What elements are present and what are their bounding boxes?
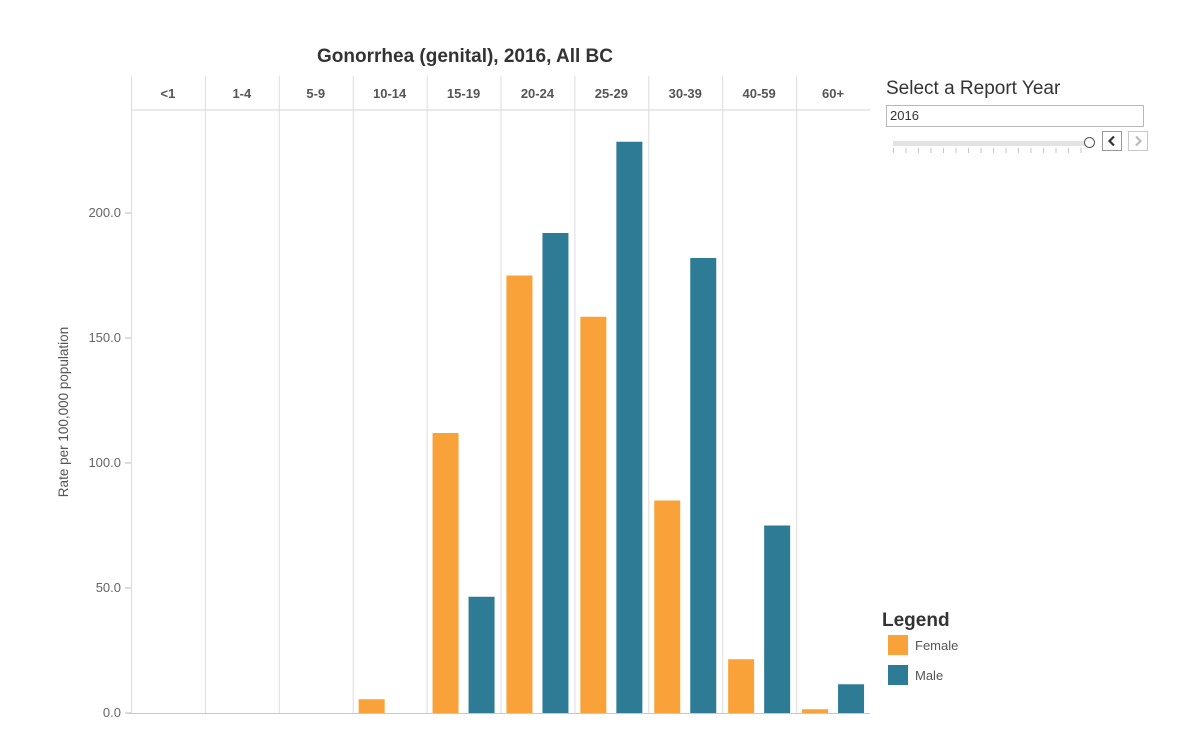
legend-title: Legend — [882, 610, 950, 631]
y-tick-label: 100.0 — [88, 455, 121, 470]
filter-title: Select a Report Year — [886, 78, 1061, 99]
bar-male[interactable] — [690, 258, 717, 713]
y-tick-label: 150.0 — [88, 330, 121, 345]
bar-male[interactable] — [764, 525, 791, 714]
bar-female[interactable] — [728, 659, 755, 713]
bar-female[interactable] — [654, 500, 681, 714]
slider-thumb[interactable] — [1084, 137, 1095, 148]
report-year-filter: Select a Report Year 2016 — [886, 76, 1154, 157]
legend-label-male: Male — [915, 668, 944, 683]
legend-item-male[interactable]: Male — [882, 662, 950, 692]
year-slider-row — [886, 131, 1154, 157]
bar-female[interactable] — [506, 275, 533, 714]
plot-frame — [129, 76, 870, 714]
legend-swatch-female — [888, 635, 908, 655]
y-axis: 0.0 50.0 100.0 150.0 200.0 — [88, 205, 131, 720]
bars — [358, 141, 865, 714]
bar-female[interactable] — [358, 699, 385, 713]
column-header: 15-19 — [447, 86, 480, 101]
column-header: 60+ — [822, 86, 844, 101]
chart-title: Gonorrhea (genital), 2016, All BC — [317, 46, 613, 67]
year-slider[interactable] — [893, 141, 1093, 146]
column-header: 1-4 — [232, 86, 252, 101]
slider-ticks — [893, 148, 1093, 153]
chevron-right-icon — [1135, 135, 1143, 147]
bar-male[interactable] — [838, 684, 865, 713]
bar-female[interactable] — [432, 433, 459, 713]
y-tick-label: 200.0 — [88, 205, 121, 220]
previous-year-button[interactable] — [1102, 131, 1122, 151]
year-input[interactable]: 2016 — [886, 105, 1144, 127]
y-axis-title: Rate per 100,000 population — [56, 327, 71, 497]
column-header: 25-29 — [595, 86, 628, 101]
legend-swatch-male — [888, 665, 908, 685]
legend-label-female: Female — [915, 638, 959, 653]
column-headers: <1 1-4 5-9 10-14 15-19 20-24 25-29 30-39 40-59 60… — [161, 86, 845, 101]
next-year-button[interactable] — [1128, 131, 1148, 151]
column-header: 30-39 — [669, 86, 702, 101]
bar-male[interactable] — [468, 596, 495, 713]
legend-item-female[interactable]: Female — [882, 632, 958, 662]
legend: Legend Female Male — [882, 610, 958, 692]
column-header: 40-59 — [743, 86, 776, 101]
y-tick-label: 0.0 — [103, 705, 121, 720]
y-tick-label: 50.0 — [96, 580, 121, 595]
bar-male[interactable] — [616, 141, 643, 713]
bar-male[interactable] — [542, 233, 569, 713]
column-header: 5-9 — [306, 86, 325, 101]
column-header: <1 — [161, 86, 176, 101]
column-header: 20-24 — [521, 86, 555, 101]
column-header: 10-14 — [373, 86, 407, 101]
bar-female[interactable] — [802, 709, 829, 713]
bar-female[interactable] — [580, 316, 607, 713]
chart: Gonorrhea (genital), 2016, All BC <1 1-4 5… — [56, 46, 870, 720]
chevron-left-icon — [1107, 135, 1115, 147]
